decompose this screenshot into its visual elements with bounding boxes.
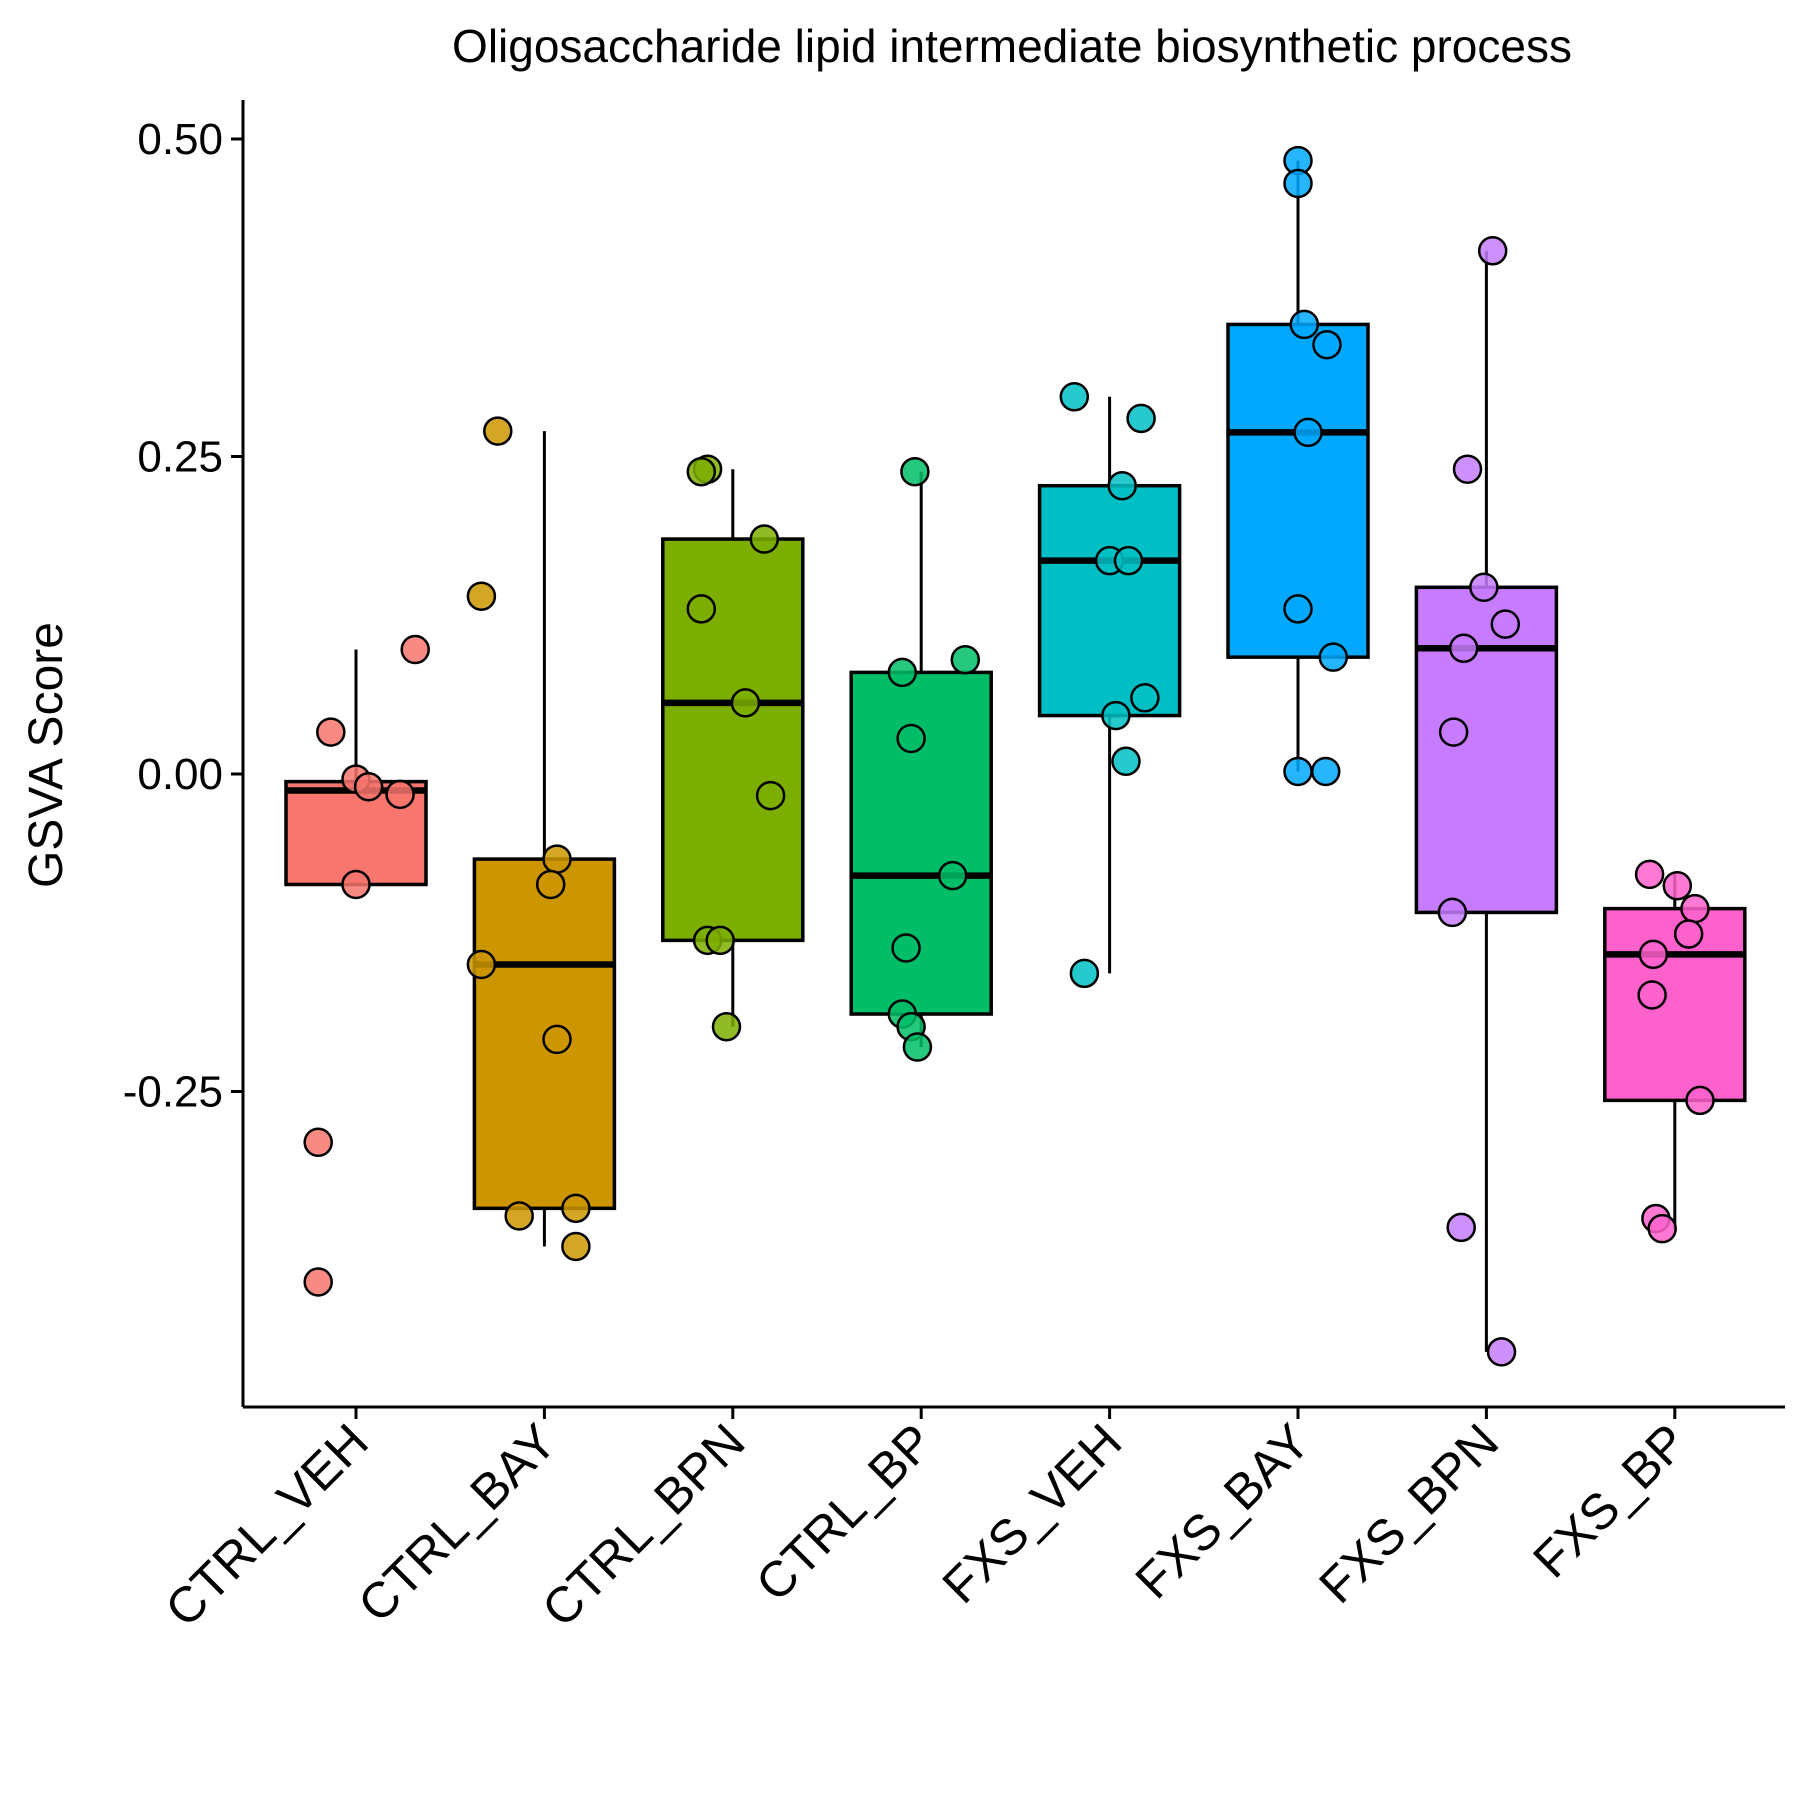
data-point [891,933,921,963]
x-tick-label: CTRL_VEH [154,1413,378,1637]
box [661,537,805,943]
data-point [705,925,735,956]
y-tick-label: 0.25 [137,433,223,482]
data-point [1283,756,1313,787]
data-point [730,688,761,718]
x-tick-label: CTRL_BP [745,1413,944,1612]
box [849,670,993,1016]
data-point [400,634,430,665]
data-point [1101,700,1131,731]
data-point [483,416,513,446]
data-point [561,1193,591,1224]
data-point [341,869,371,900]
x-tick-label: CTRL_BPN [531,1413,755,1637]
data-point [1318,642,1349,672]
data-point [385,779,415,810]
chart-title: Oligosaccharide lipid intermediate biosy… [452,20,1572,72]
y-tick-label: -0.25 [123,1068,223,1117]
data-point [1638,939,1669,970]
y-axis-title: GSVA Score [20,622,73,888]
data-point [1059,382,1090,412]
data-point [1438,717,1469,747]
data-point [686,594,717,624]
data-point [1469,572,1499,603]
data-point [1113,545,1144,576]
data-point [561,1231,591,1262]
data-point [1437,897,1468,928]
data-point [1448,633,1479,664]
data-point [1452,454,1483,484]
data-point [466,581,497,611]
data-point [1490,609,1521,639]
data-point [1283,594,1313,624]
x-tick-label: FXS_BAY [1125,1413,1321,1609]
data-point [466,949,497,980]
data-point [755,780,786,811]
data-point [711,1011,742,1042]
data-point [896,723,926,754]
data-point [542,1024,572,1055]
x-tick-label: FXS_VEH [932,1413,1133,1614]
box [1037,483,1182,718]
data-point [937,860,968,891]
data-point [1486,1337,1517,1367]
data-point [749,524,780,554]
data-point [353,771,384,802]
plot-area: 0.500.250.00-0.25CTRL_VEHCTRL_BAYCTRL_BP… [123,100,1785,1637]
data-point [1634,859,1665,890]
data-point [1446,1212,1476,1243]
data-point [1680,893,1710,924]
data-point [303,1267,333,1297]
data-point [303,1127,333,1158]
x-tick-label: FXS_BPN [1308,1413,1509,1614]
data-point [542,844,572,874]
data-point [1126,403,1156,434]
data-point [1662,871,1693,901]
data-point [1637,980,1667,1010]
box [1414,585,1559,915]
data-point [1130,683,1160,713]
data-point [1293,417,1323,448]
data-point [316,717,346,747]
data-point [900,456,930,487]
data-point [950,644,981,675]
data-point [504,1201,534,1231]
data-point [1673,919,1704,949]
data-point [1647,1213,1677,1244]
data-point [535,869,566,900]
data-point [902,1032,933,1062]
box [1603,906,1747,1103]
data-point [1069,958,1100,989]
y-tick-label: 0.50 [137,115,223,164]
data-point [1107,470,1137,501]
data-point [887,657,918,688]
data-point [1685,1085,1715,1116]
data-point [1310,756,1341,787]
data-point [1289,309,1320,340]
y-tick-label: 0.00 [137,750,223,799]
x-tick-label: FXS_BP [1522,1413,1697,1588]
data-point [1477,236,1508,266]
data-point [1283,168,1313,199]
data-point [1111,746,1141,777]
data-point [1312,329,1342,360]
data-point [686,456,717,487]
